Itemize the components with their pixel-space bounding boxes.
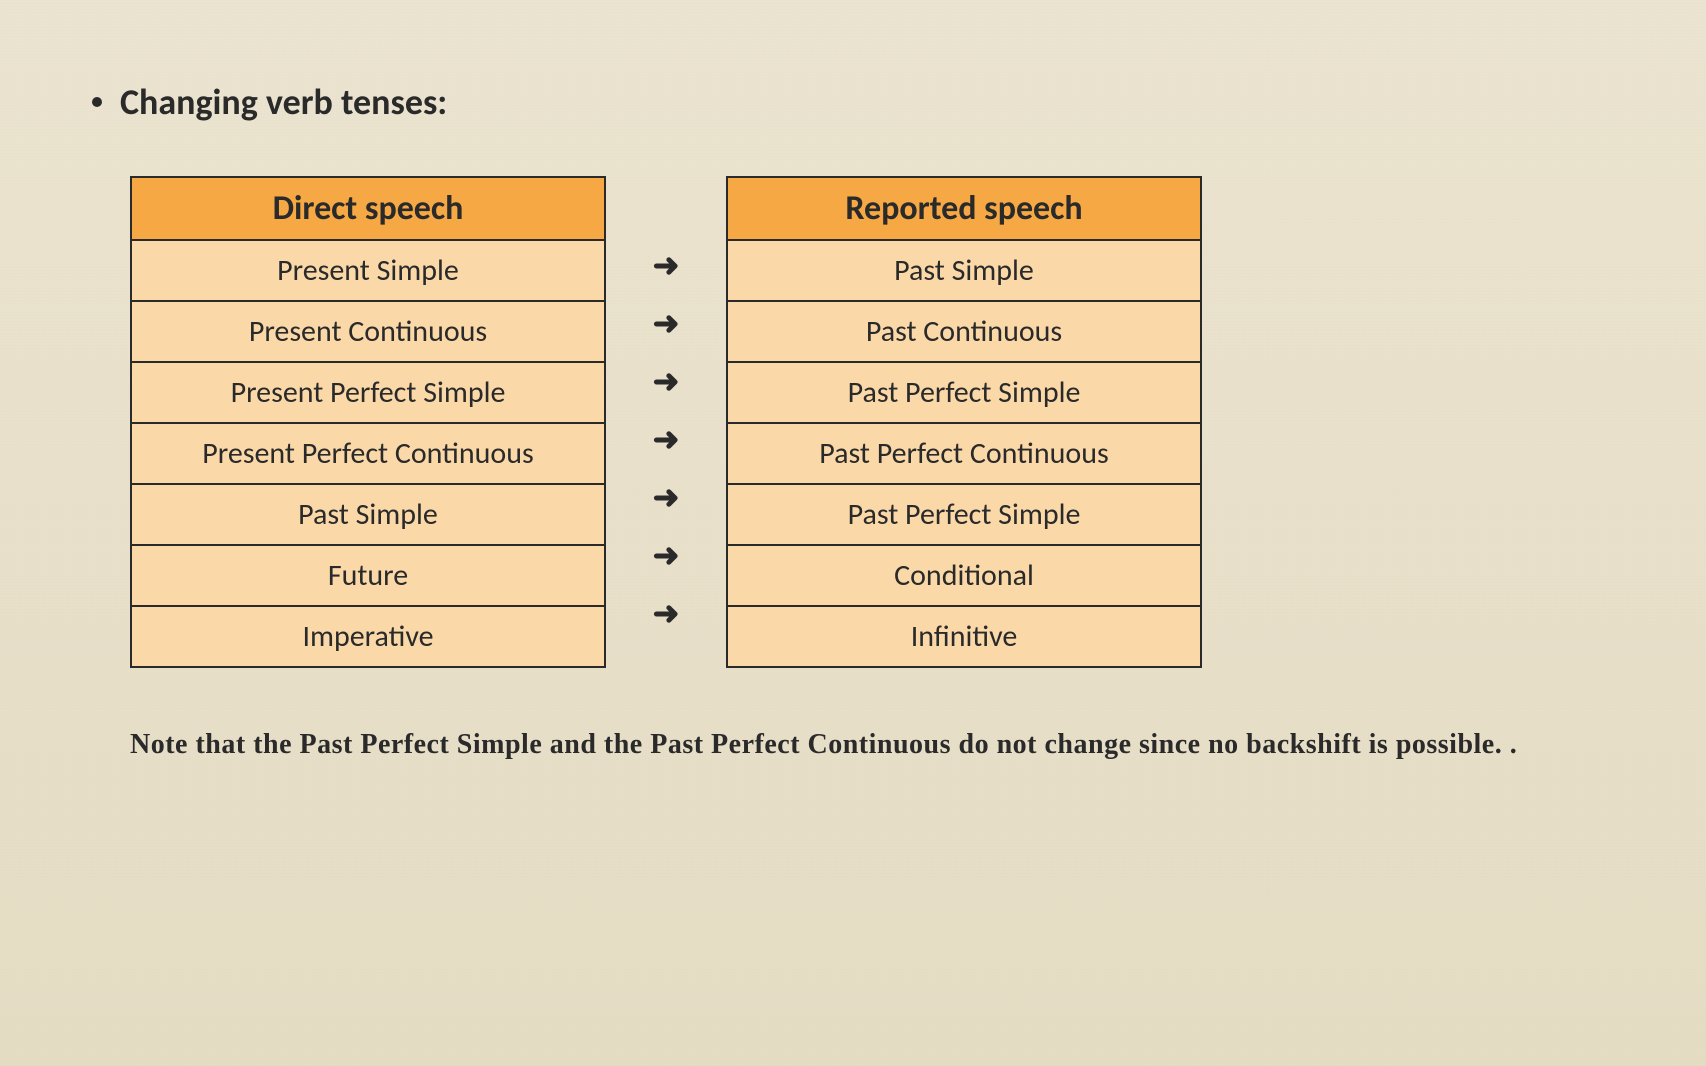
reported-speech-table: Reported speech Past Simple Past Continu… — [726, 176, 1202, 668]
arrow-icon: ➜ — [606, 410, 726, 468]
table-row: Present Perfect Continuous — [132, 424, 604, 485]
bullet-title-row: Changing verb tenses: — [92, 80, 1606, 124]
table-row: Infinitive — [728, 607, 1200, 666]
arrow-icon: ➜ — [606, 526, 726, 584]
arrow-icon: ➜ — [606, 236, 726, 294]
table-row: Future — [132, 546, 604, 607]
table-row: Past Perfect Simple — [728, 485, 1200, 546]
tables-container: Direct speech Present Simple Present Con… — [130, 176, 1606, 668]
bullet-icon — [92, 97, 102, 107]
slide-content: Changing verb tenses: Direct speech Pres… — [0, 0, 1706, 764]
reported-speech-header: Reported speech — [728, 178, 1200, 241]
arrow-icon: ➜ — [606, 352, 726, 410]
table-row: Present Perfect Simple — [132, 363, 604, 424]
page-title: Changing verb tenses: — [120, 80, 447, 124]
table-row: Past Perfect Continuous — [728, 424, 1200, 485]
arrow-icon: ➜ — [606, 294, 726, 352]
direct-speech-table: Direct speech Present Simple Present Con… — [130, 176, 606, 668]
note-text: Note that the Past Perfect Simple and th… — [130, 726, 1566, 764]
arrow-icon: ➜ — [606, 468, 726, 526]
table-row: Past Perfect Simple — [728, 363, 1200, 424]
table-row: Past Simple — [132, 485, 604, 546]
arrow-icon: ➜ — [606, 584, 726, 642]
table-row: Past Continuous — [728, 302, 1200, 363]
table-row: Conditional — [728, 546, 1200, 607]
table-row: Present Simple — [132, 241, 604, 302]
table-row: Present Continuous — [132, 302, 604, 363]
direct-speech-header: Direct speech — [132, 178, 604, 241]
table-row: Imperative — [132, 607, 604, 666]
arrows-column: ➜ ➜ ➜ ➜ ➜ ➜ ➜ — [606, 176, 726, 642]
table-row: Past Simple — [728, 241, 1200, 302]
